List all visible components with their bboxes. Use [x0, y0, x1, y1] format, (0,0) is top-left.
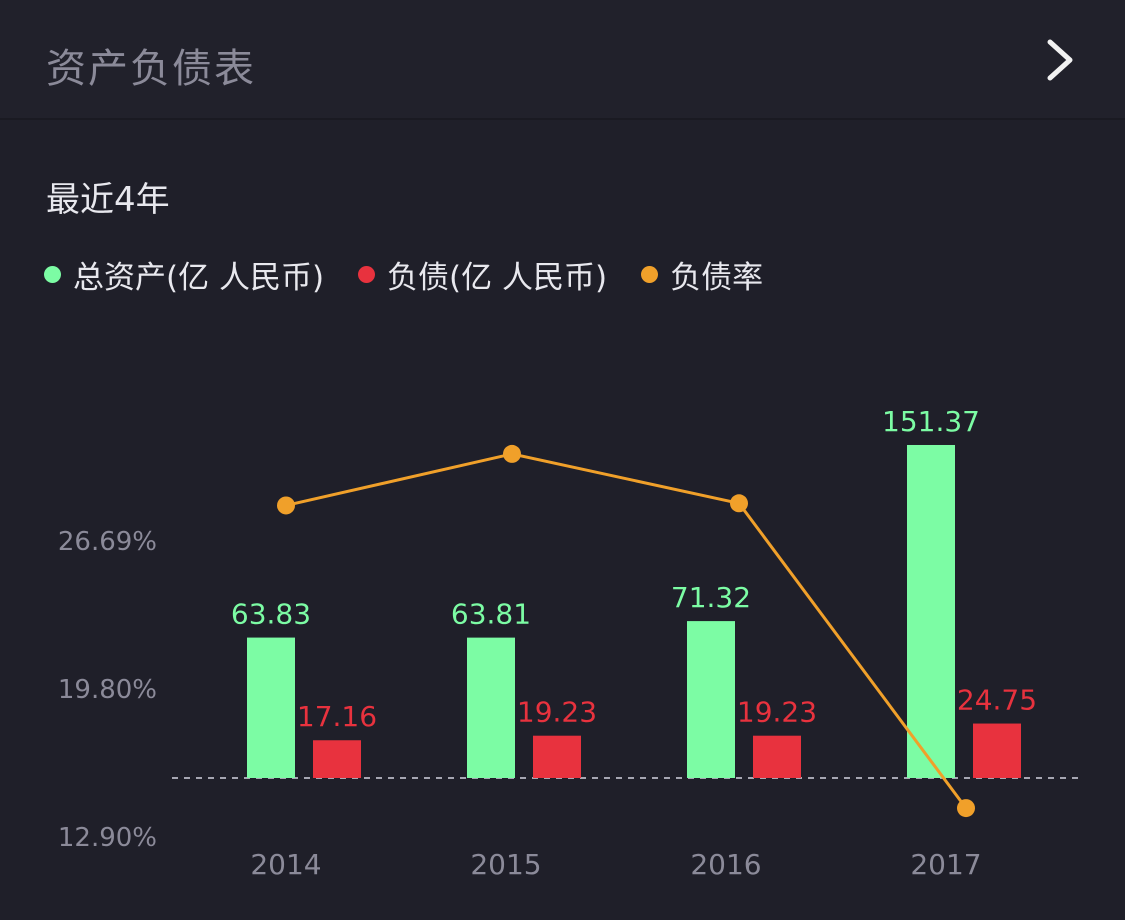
liabilities-label: 24.75 — [957, 684, 1037, 717]
chart-legend: 总资产(亿 人民币) 负债(亿 人民币) 负债率 — [44, 252, 797, 296]
debt-ratio-line — [285, 452, 968, 809]
total-assets-label: 151.37 — [882, 405, 980, 438]
legend-item-total-assets: 总资产(亿 人民币) — [44, 252, 324, 297]
legend-label: 负债(亿 人民币) — [387, 259, 608, 296]
total-assets-bar — [687, 621, 735, 778]
total-assets-label: 71.32 — [671, 581, 751, 614]
liabilities-label: 17.16 — [297, 700, 377, 733]
legend-label: 总资产(亿 人民币) — [73, 259, 325, 296]
x-tick-label: 2015 — [470, 848, 541, 881]
total-assets-label: 63.83 — [231, 598, 311, 631]
legend-label: 负债率 — [670, 259, 764, 296]
chevron-right-icon[interactable] — [1038, 36, 1082, 84]
liabilities-bar — [533, 735, 581, 778]
ratio-tick-label: 12.90% — [58, 823, 157, 853]
legend-dot-icon — [641, 265, 659, 283]
debt-ratio-point — [957, 799, 975, 818]
x-tick-label: 2014 — [250, 848, 321, 881]
debt-ratio-point — [503, 444, 521, 463]
x-tick-label: 2016 — [690, 848, 761, 881]
total-assets-bar — [467, 637, 515, 778]
period-subtitle: 最近4年 — [46, 180, 170, 220]
total-assets-bar — [907, 444, 955, 778]
legend-item-liabilities: 负债(亿 人民币) — [358, 252, 607, 297]
total-assets-bar — [247, 637, 295, 778]
liabilities-bar — [973, 723, 1021, 778]
balance-sheet-chart: 26.69% 19.80% 12.90% 63.83 17.16 2014 63.81 19.… — [58, 405, 1080, 881]
page-title: 资产负债表 — [46, 46, 256, 92]
liabilities-label: 19.23 — [517, 696, 597, 729]
legend-dot-icon — [44, 265, 61, 283]
total-assets-label: 63.81 — [451, 598, 531, 631]
liabilities-bar — [313, 740, 361, 778]
debt-ratio-point — [730, 494, 748, 513]
ratio-tick-label: 19.80% — [58, 675, 157, 705]
liabilities-bar — [753, 735, 801, 778]
header-bar[interactable]: 资产负债表 — [0, 0, 1125, 120]
legend-item-debt-ratio: 负债率 — [641, 252, 763, 297]
legend-dot-icon — [358, 265, 376, 283]
ratio-tick-label: 26.69% — [58, 527, 157, 557]
x-tick-label: 2017 — [910, 848, 981, 881]
liabilities-label: 19.23 — [737, 696, 817, 729]
debt-ratio-point — [277, 496, 295, 515]
